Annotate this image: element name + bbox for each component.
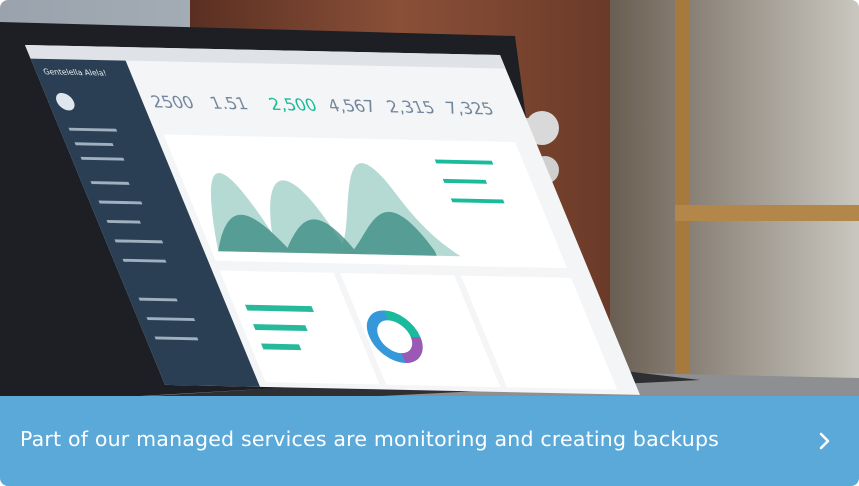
- progress: [442, 178, 488, 184]
- bar: [245, 304, 314, 312]
- shape: [138, 297, 178, 302]
- shape: [146, 317, 196, 321]
- panel: [340, 273, 501, 388]
- stat-value: 2500: [148, 93, 197, 113]
- screen: Gentelella Alela! 2500 1.51 2,500 4,567 2,31…: [25, 45, 641, 395]
- panel: [460, 275, 618, 390]
- shelf: [675, 205, 859, 221]
- shape: [68, 127, 118, 132]
- browser-bar: [25, 45, 506, 69]
- shape: [819, 432, 830, 450]
- shape: [154, 336, 199, 341]
- caption-banner[interactable]: Part of our managed services are monitor…: [0, 396, 859, 486]
- shape: [122, 258, 167, 263]
- caption: Part of our managed services are monitor…: [20, 427, 720, 451]
- shape: [98, 200, 143, 205]
- stat-value: 2,500: [266, 95, 320, 115]
- shape: [90, 181, 130, 185]
- shape: [106, 219, 141, 224]
- brand: Gentelella Alela!: [42, 68, 108, 78]
- chevron-icon: [819, 432, 830, 450]
- stat-value: 7,325: [443, 99, 497, 119]
- donut-slice: [383, 310, 421, 338]
- sidebar: [30, 58, 261, 387]
- stat-value: 4,567: [325, 97, 379, 117]
- bar: [261, 343, 302, 351]
- bar: [253, 324, 308, 332]
- donut-slice: [401, 336, 423, 363]
- progress: [450, 198, 505, 204]
- avatar: [56, 92, 75, 111]
- area-2: [218, 211, 437, 256]
- shape: [114, 239, 164, 244]
- shelf-post: [675, 0, 689, 396]
- stat-value: 1.51: [207, 94, 251, 114]
- progress: [434, 159, 494, 165]
- stat-value: 2,315: [384, 98, 438, 118]
- shape: [80, 156, 125, 161]
- menu: [68, 127, 199, 341]
- shape: [74, 142, 114, 147]
- photo: Gentelella Alela! 2500 1.51 2,500 4,567 2,31…: [0, 0, 859, 396]
- shelf-area: [610, 0, 859, 396]
- shape: 2500 1.51 2,500 4,567 2,315 7,325: [148, 93, 497, 120]
